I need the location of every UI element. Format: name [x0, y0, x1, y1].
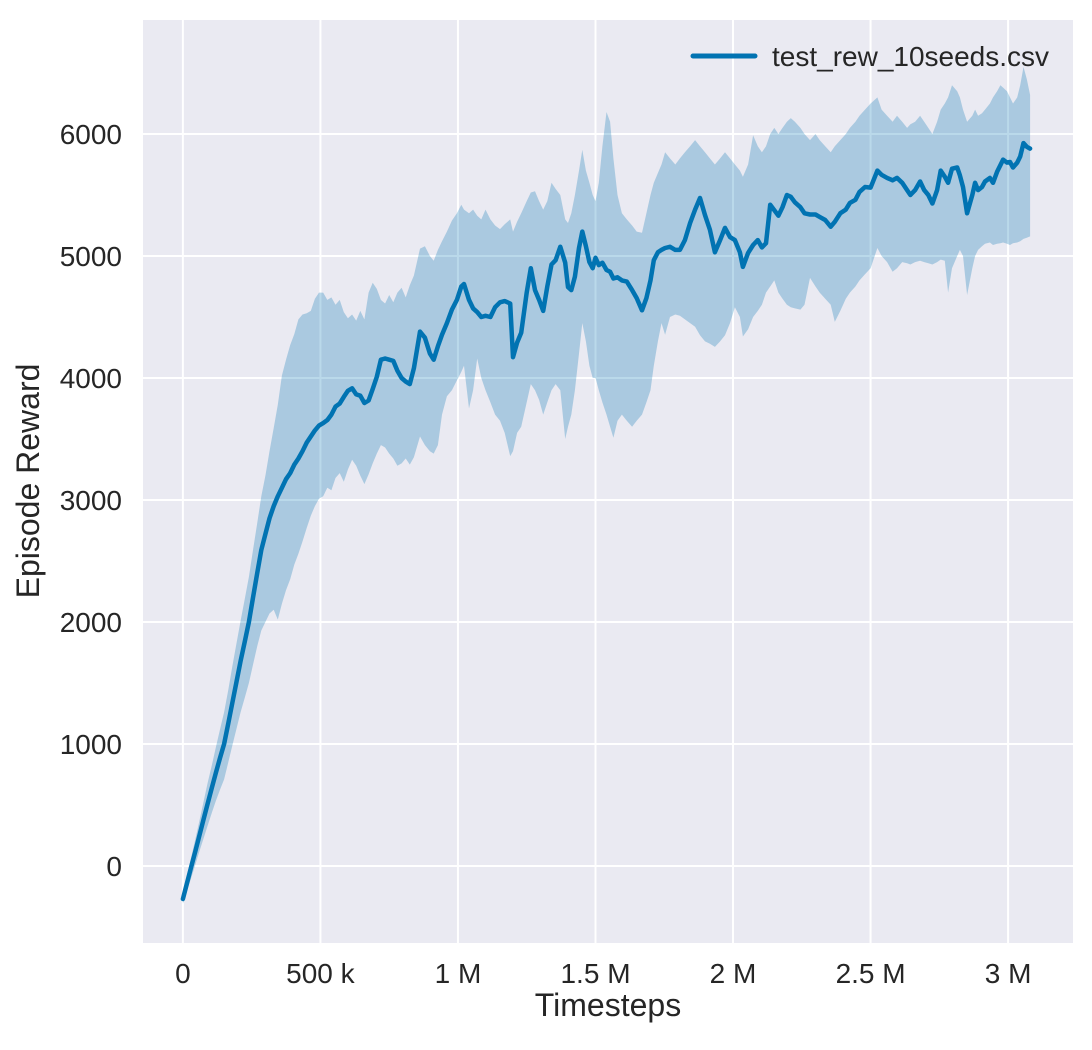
legend: test_rew_10seeds.csv	[690, 41, 1049, 72]
y-tick-label: 3000	[60, 485, 122, 516]
x-axis-tick-labels: 0 500 k 1 M 1.5 M 2 M 2.5 M 3 M	[175, 958, 1031, 989]
y-axis-tick-labels: 0 1000 2000 3000 4000 5000 6000	[60, 119, 122, 882]
y-axis-label: Episode Reward	[10, 364, 46, 599]
x-axis-label: Timesteps	[535, 987, 681, 1023]
plot-area	[143, 20, 1073, 943]
y-tick-label: 2000	[60, 607, 122, 638]
confidence-band	[182, 66, 1031, 904]
gridlines	[143, 20, 1073, 943]
y-tick-label: 1000	[60, 729, 122, 760]
series-line	[180, 140, 1033, 902]
x-tick-label: 0	[175, 958, 191, 989]
legend-label: test_rew_10seeds.csv	[772, 41, 1049, 72]
x-tick-label: 500 k	[286, 958, 355, 989]
x-tick-label: 2 M	[710, 958, 757, 989]
y-tick-label: 0	[106, 851, 122, 882]
x-tick-label: 1.5 M	[560, 958, 630, 989]
y-tick-label: 6000	[60, 119, 122, 150]
y-tick-label: 4000	[60, 363, 122, 394]
y-tick-label: 5000	[60, 241, 122, 272]
x-tick-label: 2.5 M	[836, 958, 906, 989]
x-tick-label: 1 M	[435, 958, 482, 989]
x-tick-label: 3 M	[985, 958, 1032, 989]
